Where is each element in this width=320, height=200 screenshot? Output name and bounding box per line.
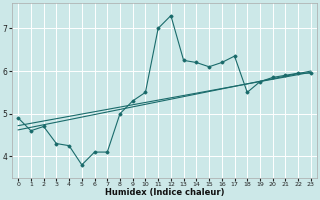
X-axis label: Humidex (Indice chaleur): Humidex (Indice chaleur) (105, 188, 224, 197)
